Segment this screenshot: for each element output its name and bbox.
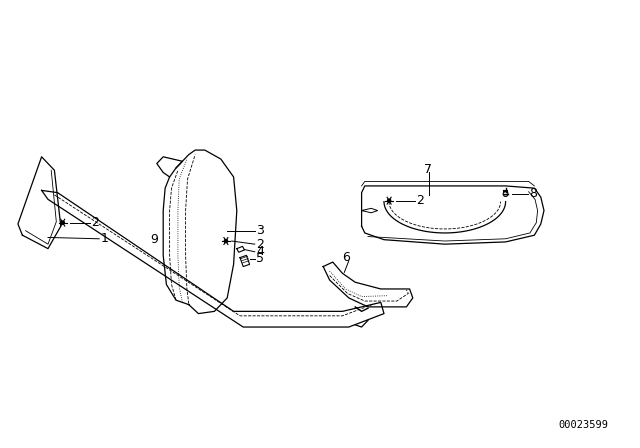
Polygon shape	[18, 157, 61, 249]
Text: 2: 2	[91, 216, 99, 229]
Polygon shape	[323, 262, 413, 307]
Circle shape	[388, 199, 390, 202]
Polygon shape	[163, 150, 237, 314]
Text: 1: 1	[100, 232, 108, 246]
Text: 6: 6	[342, 251, 350, 264]
Circle shape	[225, 239, 228, 243]
Text: 7: 7	[424, 163, 433, 176]
Circle shape	[61, 221, 64, 224]
Text: 4: 4	[256, 245, 264, 258]
Text: 3: 3	[256, 224, 264, 237]
Text: 5: 5	[256, 252, 264, 266]
Polygon shape	[362, 186, 544, 244]
Text: 9: 9	[150, 233, 158, 246]
Text: 00023599: 00023599	[558, 420, 608, 430]
Text: 2: 2	[416, 194, 424, 207]
Polygon shape	[237, 246, 244, 252]
Text: 2: 2	[256, 237, 264, 251]
Polygon shape	[42, 190, 384, 327]
Polygon shape	[240, 255, 250, 267]
Text: 8: 8	[529, 187, 538, 201]
